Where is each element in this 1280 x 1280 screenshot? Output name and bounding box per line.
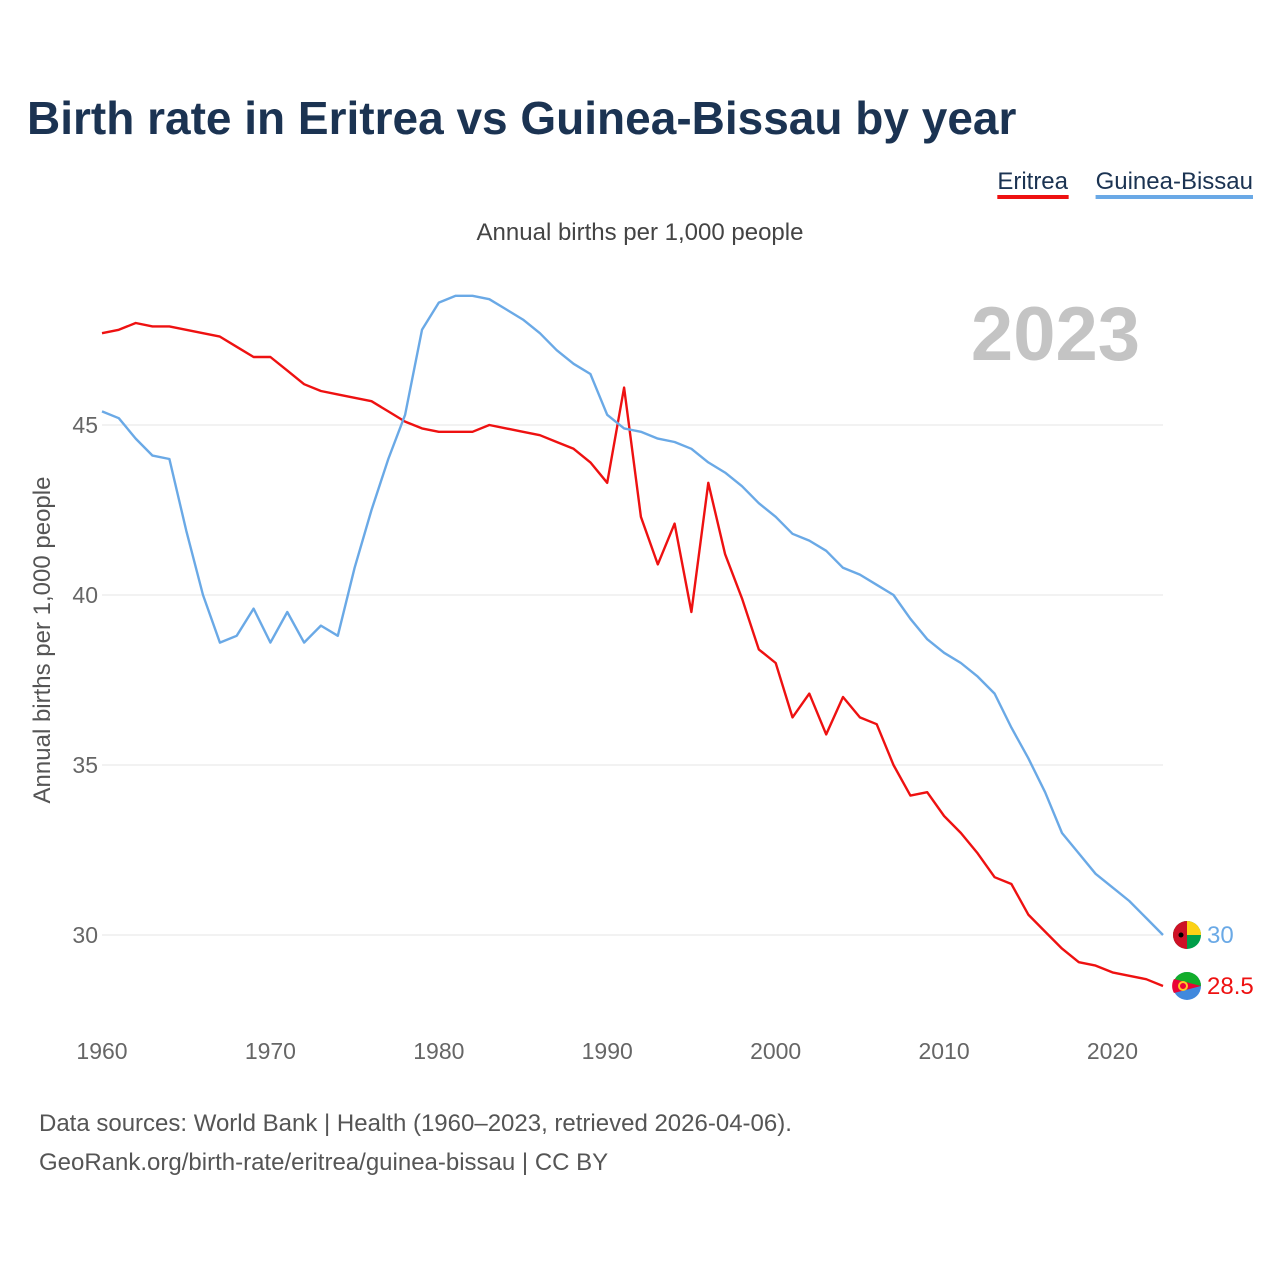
x-tick-label: 2010 [918, 1038, 969, 1064]
chart-subtitle: Annual births per 1,000 people [477, 219, 804, 246]
x-tick-label: 1980 [413, 1038, 464, 1064]
y-tick-label: 30 [72, 922, 98, 948]
legend-item-guinea-bissau[interactable]: Guinea-Bissau [1096, 168, 1253, 195]
end-value-guinea-bissau: 30 [1207, 922, 1234, 949]
chart-title: Birth rate in Eritrea vs Guinea-Bissau b… [27, 92, 1016, 144]
guinea-bissau-flag-icon [1173, 921, 1201, 949]
current-year-label: 2023 [971, 292, 1140, 377]
x-tick-label: 1960 [76, 1038, 127, 1064]
y-axis-label: Annual births per 1,000 people [29, 477, 56, 804]
x-tick-label: 1990 [582, 1038, 633, 1064]
y-tick-label: 35 [72, 752, 98, 778]
legend: Eritrea Guinea-Bissau [997, 168, 1253, 199]
series-line-guinea-bissau[interactable] [101, 294, 1164, 936]
source-line-2: GeoRank.org/birth-rate/eritrea/guinea-bi… [39, 1149, 608, 1176]
x-tick-label: 2000 [750, 1038, 801, 1064]
x-tick-label: 2020 [1087, 1038, 1138, 1064]
y-axis-ticks: 30 35 40 45 [72, 412, 98, 948]
series-lines [101, 294, 1164, 988]
series-line-eritrea[interactable] [101, 321, 1164, 988]
y-tick-label: 40 [72, 582, 98, 608]
source-line-1: Data sources: World Bank | Health (1960–… [39, 1110, 792, 1137]
eritrea-flag-icon [1172, 972, 1201, 1000]
end-value-eritrea: 28.5 [1207, 973, 1254, 1000]
legend-item-eritrea[interactable]: Eritrea [997, 168, 1068, 195]
x-tick-label: 1970 [245, 1038, 296, 1064]
end-labels: 28.5 30 [1172, 921, 1254, 1000]
gridlines [102, 424, 1163, 936]
x-axis-ticks: 1960 1970 1980 1990 2000 2010 2020 [76, 1038, 1138, 1064]
y-tick-label: 45 [72, 412, 98, 438]
